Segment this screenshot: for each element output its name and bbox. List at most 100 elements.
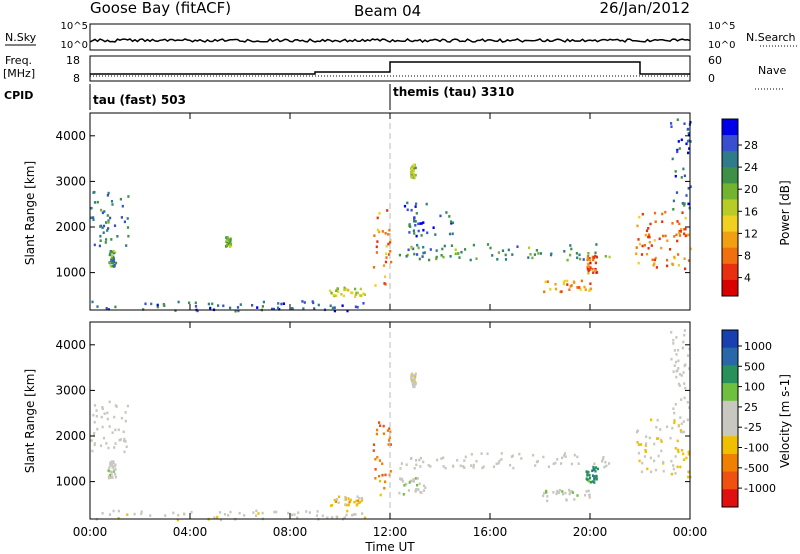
velocity-cell (114, 442, 117, 445)
velocity-cell (591, 480, 594, 483)
velocity-cell (543, 491, 546, 495)
velocity-cell (602, 456, 605, 459)
velocity-cell (636, 430, 639, 434)
velocity-cell (680, 422, 683, 426)
power-cell (336, 287, 339, 290)
power-cell (448, 232, 452, 236)
power-cell (100, 208, 103, 212)
velocity-cell (410, 479, 414, 483)
power-cell (345, 288, 348, 291)
power-cell (282, 302, 285, 305)
power-cell (454, 248, 457, 251)
power-cell (687, 127, 690, 131)
velocity-cell (677, 382, 680, 386)
velocity-cell (351, 513, 354, 517)
power-cell (382, 264, 386, 267)
velocity-cell (470, 464, 473, 467)
power-cell (333, 309, 336, 313)
power-cell (389, 241, 392, 244)
velocity-cell (673, 349, 676, 352)
power-cell (655, 266, 658, 269)
power-cell (412, 229, 415, 232)
power-cell (417, 246, 420, 250)
velocity-cell (482, 465, 485, 469)
power-cell (670, 125, 673, 128)
power-cell (442, 255, 445, 259)
power-cell (448, 215, 451, 218)
power-cell (410, 208, 413, 212)
velocity-cell (646, 467, 649, 471)
power-cell (654, 220, 657, 223)
power-cell (346, 309, 349, 313)
velocity-cell (638, 459, 641, 463)
velocity-cell (418, 458, 421, 462)
velocity-cell (415, 459, 418, 462)
power-cell (114, 305, 117, 309)
velocity-cell (238, 511, 241, 515)
velocity-cell (383, 486, 386, 490)
velocity-cell (124, 411, 127, 414)
power-cell (385, 244, 388, 248)
power-cell (374, 284, 377, 287)
power-cell (653, 239, 656, 242)
velocity-cell (675, 336, 678, 339)
colorbar-tick-label: -1000 (744, 482, 776, 495)
velocity-cell (93, 443, 96, 447)
velocity-cell (176, 518, 179, 522)
power-cell (101, 226, 104, 230)
power-cell (106, 229, 109, 232)
power-cell (529, 253, 532, 256)
velocity-cell (587, 470, 590, 474)
velocity-cell (296, 516, 299, 520)
velocity-cell (343, 516, 346, 519)
power-cell (449, 220, 453, 223)
velocity-cell (594, 469, 597, 473)
power-cell (635, 252, 638, 256)
velocity-cell (683, 333, 686, 337)
velocity-cell (587, 479, 590, 483)
power-panel: 1000 2000 3000 4000 Slant Range [km] (23, 112, 693, 313)
velocity-cell (480, 452, 483, 455)
power-cell (384, 260, 388, 264)
colorbar-tick-label: 500 (744, 360, 765, 373)
power-cell (586, 265, 589, 269)
velocity-cell (644, 450, 647, 453)
power-cell (566, 258, 569, 262)
velocity-cell (95, 409, 98, 412)
velocity-cell (255, 509, 258, 513)
power-cell (335, 289, 338, 292)
velocity-cell (112, 460, 115, 464)
velocity-cell (374, 457, 377, 461)
power-cell (127, 195, 130, 198)
power-cell (341, 304, 344, 307)
velocity-cell (356, 495, 359, 498)
velocity-cell (670, 357, 673, 361)
colorbar-tick-label: 20 (744, 183, 758, 196)
velocity-cell (552, 491, 555, 494)
power-cell (343, 286, 346, 290)
power-cell (671, 262, 674, 266)
power-cell (330, 291, 333, 295)
power-cell (458, 256, 461, 259)
power-cell (661, 212, 664, 216)
velocity-cell (498, 459, 501, 463)
power-cell (549, 288, 552, 291)
velocity-colorbar-swatch (722, 330, 738, 349)
power-cell (405, 255, 408, 258)
power-cell (207, 302, 210, 306)
velocity-cell (677, 424, 680, 428)
power-cell (641, 212, 644, 216)
velocity-cell (93, 404, 97, 407)
power-cell (426, 231, 429, 235)
power-cell (111, 203, 114, 206)
velocity-cell (591, 469, 594, 473)
velocity-cell (114, 463, 117, 467)
velocity-cell (683, 396, 686, 400)
power-cell (229, 306, 232, 310)
power-cell (671, 157, 674, 161)
velocity-cell (92, 434, 95, 437)
power-cell (671, 222, 674, 225)
power-cell (99, 225, 102, 228)
velocity-yaxis-ticks: 1000 2000 3000 4000 (55, 338, 690, 489)
velocity-cell (108, 474, 111, 477)
